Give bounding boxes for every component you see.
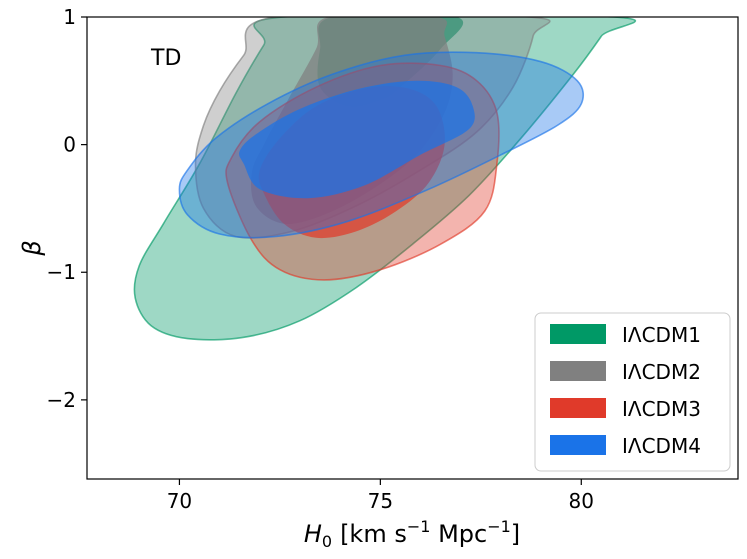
panel-label: TD: [150, 46, 181, 71]
x-axis-label-symbol: H: [304, 520, 322, 548]
x-axis-label-mid: Mpc: [430, 520, 487, 548]
legend-box: [534, 312, 731, 472]
legend-swatch-1: [550, 324, 606, 344]
legend-label-4: IΛCDM4: [622, 434, 701, 458]
y-axis-label: β: [18, 240, 46, 256]
legend-label-3: IΛCDM3: [622, 397, 701, 421]
legend-swatch-2: [550, 361, 606, 381]
x-axis-label-sub: 0: [322, 532, 332, 551]
x-axis-label-units: [km s: [340, 520, 407, 548]
legend-label-1: IΛCDM1: [622, 323, 701, 347]
series-4-inner-contour: [239, 80, 475, 199]
plot-frame: [86, 16, 739, 480]
legend: IΛCDM1 IΛCDM2 IΛCDM3 IΛCDM4: [534, 312, 731, 472]
x-tick-label: 70: [167, 489, 192, 513]
x-axis-label-end: ]: [511, 520, 520, 548]
x-axis-label: H0 [km s−1 Mpc−1]: [304, 517, 520, 551]
x-tick-label: 80: [569, 489, 594, 513]
legend-swatch-4: [550, 435, 606, 455]
tick-layer: 70 75 80 1 0 −1 −2: [47, 5, 594, 513]
contour-layer: [133, 17, 637, 341]
legend-swatch-3: [550, 398, 606, 418]
x-axis-label-sup2: −1: [487, 517, 511, 536]
x-tick-label: 75: [368, 489, 393, 513]
legend-label-2: IΛCDM2: [622, 360, 701, 384]
y-tick-label: 0: [63, 133, 76, 157]
y-tick-label: 1: [63, 5, 76, 29]
x-axis-label-sup1: −1: [407, 517, 431, 536]
y-tick-label: −2: [47, 388, 76, 412]
svg-text:H0[km s−1 Mpc−1]: H0 [km s−1 Mpc−1]: [304, 517, 520, 551]
y-tick-label: −1: [47, 260, 76, 284]
